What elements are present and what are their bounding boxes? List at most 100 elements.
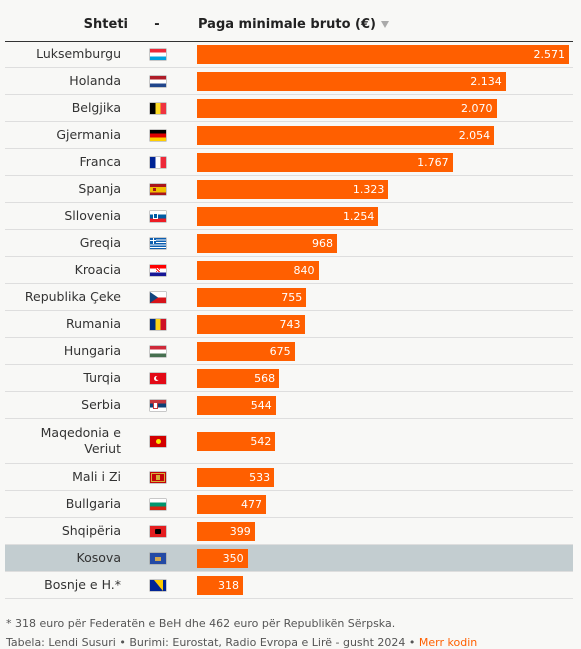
table-row: Bullgaria 477	[5, 491, 573, 518]
footnote: * 318 euro për Federatën e BeH dhe 462 e…	[6, 617, 396, 630]
table-row: Kosova 350	[5, 545, 573, 572]
table-row: Serbia 544	[5, 392, 573, 419]
bar-value-label: 568	[254, 371, 276, 385]
flag-fr-icon	[150, 156, 166, 168]
country-name: Republika Çeke	[24, 289, 121, 304]
bar[interactable]: 568	[197, 368, 280, 388]
table-row: Bosnje e H.* 318	[5, 572, 573, 599]
table-row: Holanda 2.134	[5, 68, 573, 95]
bar-value-label: 840	[293, 263, 315, 277]
bar[interactable]: 743	[197, 314, 305, 334]
bar[interactable]: 840	[197, 260, 319, 280]
flag-mk-icon	[150, 435, 166, 447]
country-name: Belgjika	[71, 100, 121, 115]
bar-value-label: 399	[229, 524, 251, 538]
bar[interactable]: 544	[197, 395, 276, 415]
bar-value-label: 533	[249, 470, 271, 484]
table-row: Republika Çeke 755	[5, 284, 573, 311]
country-name: Serbia	[81, 397, 121, 412]
bar-value-label: 2.571	[533, 47, 566, 61]
bar-value-label: 544	[250, 398, 272, 412]
country-name: Spanja	[78, 181, 121, 196]
table-row: Luksemburgu 2.571	[5, 41, 573, 68]
country-name: Rumania	[66, 316, 121, 331]
bar[interactable]: 2.134	[197, 71, 506, 91]
bar[interactable]: 2.070	[197, 98, 497, 118]
country-name: Holanda	[69, 73, 121, 88]
bar-value-label: 675	[269, 344, 291, 358]
chart-rows: Luksemburgu 2.571 Holanda 2.134 Belgjika 2.07…	[5, 41, 573, 599]
bar-value-label: 318	[218, 578, 239, 592]
table-header: Shteti - Paga minimale bruto (€)	[5, 8, 573, 42]
bar[interactable]: 533	[197, 467, 275, 487]
bar[interactable]: 755	[197, 287, 307, 307]
country-name: Maqedonia e Veriut	[40, 425, 121, 456]
flag-me-icon	[150, 471, 166, 483]
bar-value-label: 1.323	[352, 182, 385, 196]
bar[interactable]: 350	[197, 548, 248, 568]
source-line: Tabela: Lendi Susuri • Burimi: Eurostat,…	[6, 636, 477, 649]
table-row: Rumania 743	[5, 311, 573, 338]
flag-lu-icon	[150, 48, 166, 60]
bar-value-label: 1.767	[417, 155, 449, 169]
table-row: Greqia 968	[5, 230, 573, 257]
flag-hu-icon	[150, 345, 166, 357]
flag-bg-icon	[150, 498, 166, 510]
table-row: Maqedonia e Veriut 542	[5, 419, 573, 464]
bar[interactable]: 2.571	[197, 44, 569, 64]
table-row: Kroacia 840	[5, 257, 573, 284]
table-row: Spanja 1.323	[5, 176, 573, 203]
flag-gr-icon	[150, 237, 166, 249]
table-row: Sllovenia 1.254	[5, 203, 573, 230]
bar[interactable]: 1.254	[197, 206, 379, 226]
bar[interactable]: 399	[197, 521, 255, 541]
table-row: Belgjika 2.070	[5, 95, 573, 122]
country-name: Shqipëria	[61, 523, 121, 538]
bar-value-label: 542	[250, 434, 272, 448]
bar-value-label: 755	[281, 290, 303, 304]
bar[interactable]: 318	[197, 575, 243, 595]
country-column-header[interactable]: Shteti	[83, 17, 128, 32]
value-column-label: Paga minimale bruto (€)	[198, 17, 376, 32]
flag-column-header[interactable]: -	[154, 17, 160, 32]
table-row: Franca 1.767	[5, 149, 573, 176]
bar[interactable]: 675	[197, 341, 295, 361]
flag-de-icon	[150, 129, 166, 141]
bar-value-label: 2.054	[458, 128, 491, 142]
flag-ro-icon	[150, 318, 166, 330]
flag-si-icon	[150, 210, 166, 222]
bar[interactable]: 968	[197, 233, 338, 253]
table-row: Hungaria 675	[5, 338, 573, 365]
country-name: Mali i Zi	[72, 469, 121, 484]
country-name: Kroacia	[74, 262, 121, 277]
table-row: Gjermania 2.054	[5, 122, 573, 149]
bar[interactable]: 1.323	[197, 179, 389, 199]
bar[interactable]: 477	[197, 494, 267, 514]
bar-value-label: 350	[222, 551, 244, 565]
table-row: Turqia 568	[5, 365, 573, 392]
get-code-link[interactable]: Merr kodin	[418, 636, 478, 649]
bar[interactable]: 2.054	[197, 125, 495, 145]
flag-hr-icon	[150, 264, 166, 276]
bar-value-label: 477	[241, 497, 263, 511]
country-name: Franca	[79, 154, 121, 169]
country-name: Turqia	[83, 370, 121, 385]
source-text: Tabela: Lendi Susuri • Burimi: Eurostat,…	[6, 636, 419, 649]
country-name: Sllovenia	[64, 208, 121, 223]
bar[interactable]: 1.767	[197, 152, 453, 172]
sort-descending-icon[interactable]	[380, 21, 389, 28]
bar-value-label: 1.254	[342, 209, 375, 223]
country-name: Greqia	[79, 235, 121, 250]
bar-value-label: 2.070	[461, 101, 493, 115]
country-name: Luksemburgu	[36, 46, 121, 61]
flag-rs-icon	[150, 399, 166, 411]
bar-value-label: 2.134	[470, 74, 502, 88]
bar[interactable]: 542	[197, 431, 276, 451]
flag-xk-icon	[150, 552, 166, 564]
table-row: Shqipëria 399	[5, 518, 573, 545]
country-name: Bullgaria	[65, 496, 121, 511]
flag-be-icon	[150, 102, 166, 114]
country-name: Kosova	[76, 550, 121, 565]
bar-value-label: 743	[279, 317, 301, 331]
value-column-header[interactable]: Paga minimale bruto (€)	[198, 17, 389, 32]
